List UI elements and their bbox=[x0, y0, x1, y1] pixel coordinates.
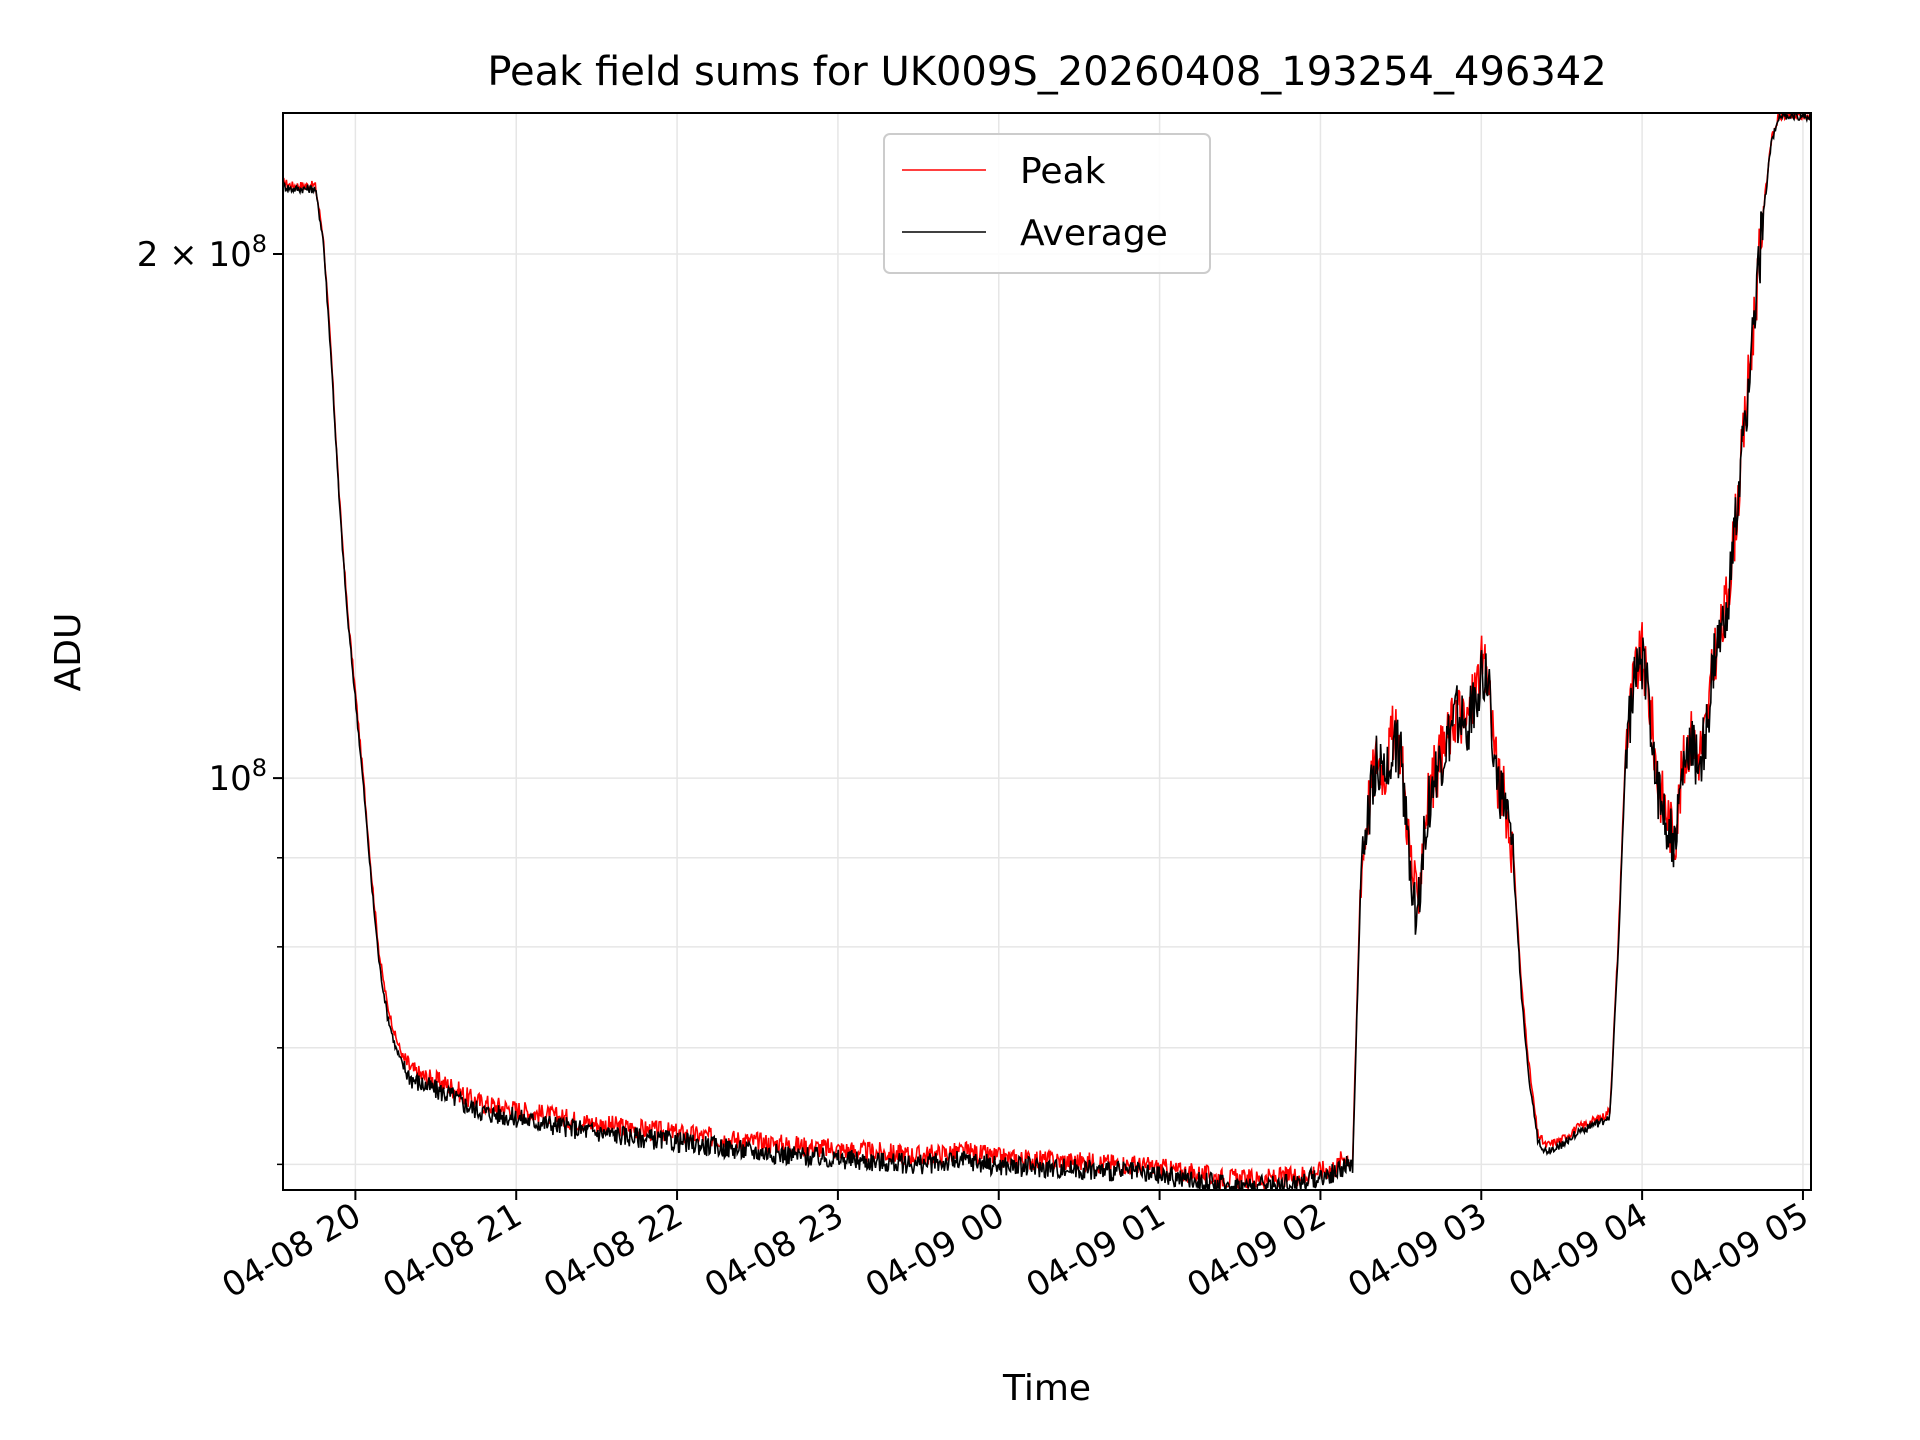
legend-box bbox=[883, 133, 1211, 274]
y-axis-ticks: 108 2 × 108 bbox=[137, 230, 283, 1166]
y-tick-label: 2 × 108 bbox=[137, 230, 267, 275]
y-axis-label: ADU bbox=[48, 613, 89, 692]
x-axis-label: Time bbox=[1002, 1368, 1091, 1409]
legend-average-label: Average bbox=[1020, 213, 1168, 254]
y-tick-label: 108 bbox=[208, 754, 267, 799]
data-lines bbox=[283, 113, 1811, 1190]
legend-peak-label: Peak bbox=[1020, 151, 1106, 192]
series-line-average bbox=[283, 113, 1811, 1190]
axes-frame bbox=[282, 112, 1812, 1191]
chart-title: Peak field sums for UK009S_20260408_1932… bbox=[487, 49, 1606, 95]
legend: Peak Average bbox=[883, 133, 1211, 274]
